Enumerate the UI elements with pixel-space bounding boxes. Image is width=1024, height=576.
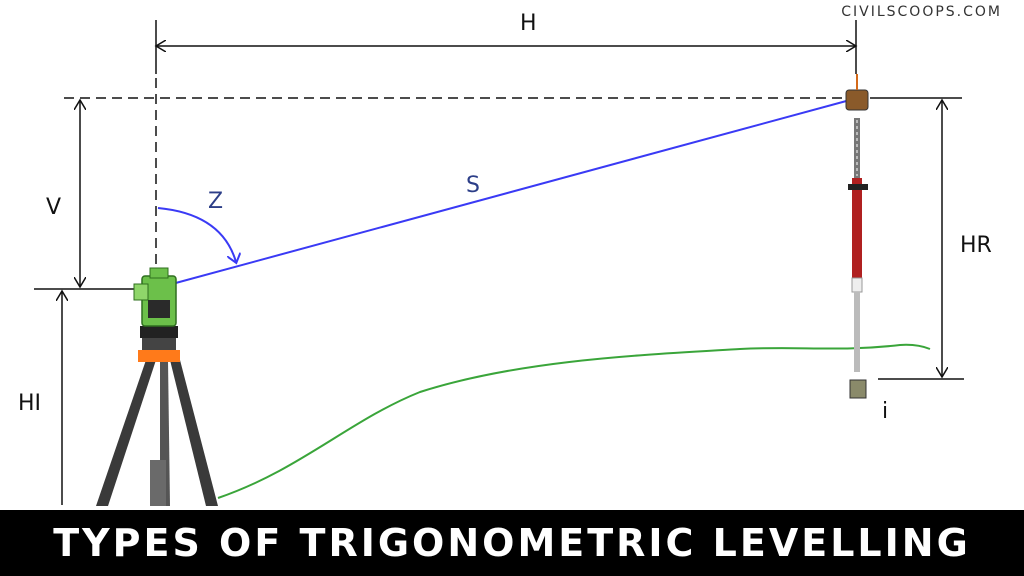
total-station [133, 267, 178, 338]
label-v: V [46, 195, 61, 220]
ground-peg [849, 379, 867, 399]
zenith-angle-arc [157, 207, 236, 262]
slope-line [171, 99, 851, 285]
label-h: H [520, 11, 537, 36]
label-station-i: i [882, 399, 888, 424]
watermark: CIVILSCOOPS.COM [841, 4, 1002, 20]
trig-levelling-diagram: H V HI HR S Z [18, 11, 992, 506]
tripod [96, 338, 218, 506]
label-hr: HR [960, 233, 992, 258]
label-z: Z [208, 189, 223, 214]
footer-title: TYPES OF TRIGONOMETRIC LEVELLING [53, 521, 971, 565]
label-s: S [466, 173, 480, 198]
ground-line [217, 343, 931, 499]
prism-reflector [845, 74, 869, 111]
footer-banner: TYPES OF TRIGONOMETRIC LEVELLING [0, 510, 1024, 576]
label-hi: HI [18, 391, 41, 416]
reflector-rod [848, 118, 868, 372]
